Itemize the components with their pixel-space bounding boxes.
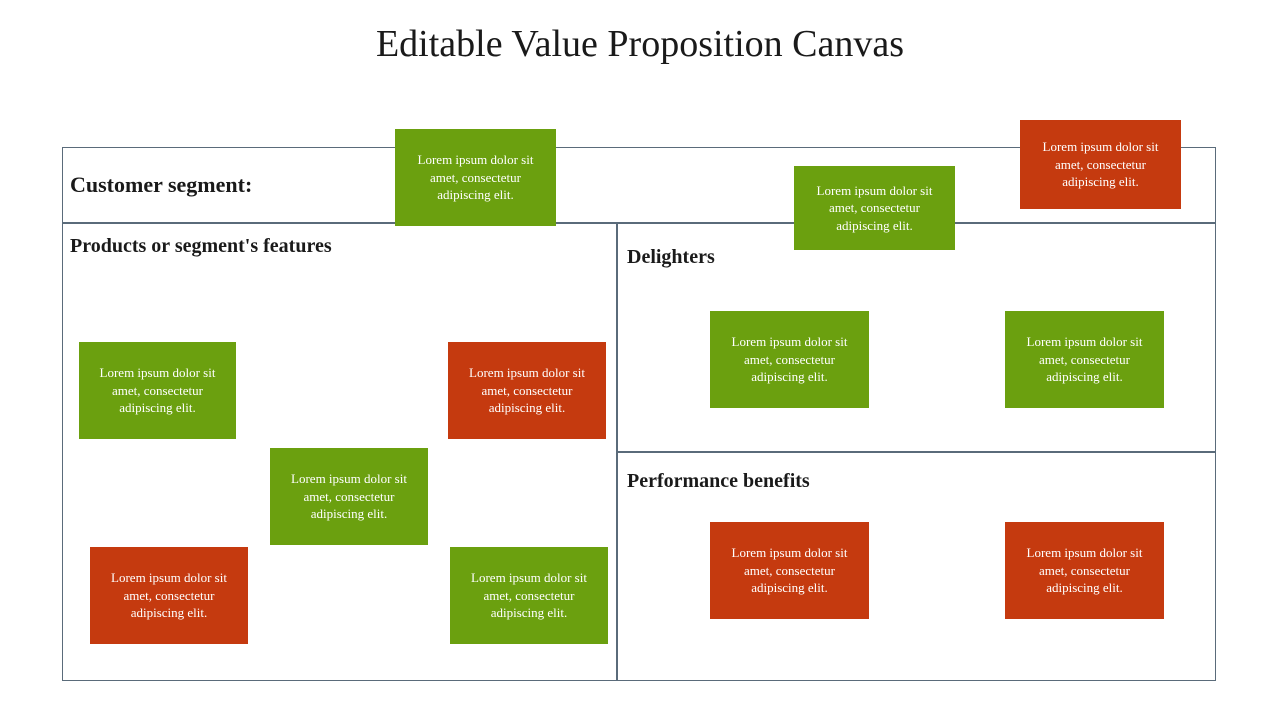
slide-canvas: Editable Value Proposition Canvas Custom… [0,0,1280,720]
sticky-note-features-note-2[interactable]: Lorem ipsum dolor sit amet, consectetur … [448,342,606,439]
sticky-note-delighters-note-2[interactable]: Lorem ipsum dolor sit amet, consectetur … [1005,311,1164,408]
label-customer-segment: Customer segment: [70,172,252,198]
label-features: Products or segment's features [70,235,332,258]
sticky-note-features-note-4[interactable]: Lorem ipsum dolor sit amet, consectetur … [90,547,248,644]
sticky-note-header-note-1[interactable]: Lorem ipsum dolor sit amet, consectetur … [395,129,556,226]
sticky-note-features-note-1[interactable]: Lorem ipsum dolor sit amet, consectetur … [79,342,236,439]
sticky-note-delighters-note-1[interactable]: Lorem ipsum dolor sit amet, consectetur … [710,311,869,408]
sticky-note-features-note-5[interactable]: Lorem ipsum dolor sit amet, consectetur … [450,547,608,644]
sticky-note-perf-note-1[interactable]: Lorem ipsum dolor sit amet, consectetur … [710,522,869,619]
label-performance: Performance benefits [627,470,810,493]
label-delighters: Delighters [627,246,715,269]
sticky-note-features-note-3[interactable]: Lorem ipsum dolor sit amet, consectetur … [270,448,428,545]
slide-title: Editable Value Proposition Canvas [0,22,1280,66]
sticky-note-perf-note-2[interactable]: Lorem ipsum dolor sit amet, consectetur … [1005,522,1164,619]
sticky-note-header-note-3[interactable]: Lorem ipsum dolor sit amet, consectetur … [1020,120,1181,209]
sticky-note-header-note-2[interactable]: Lorem ipsum dolor sit amet, consectetur … [794,166,955,250]
